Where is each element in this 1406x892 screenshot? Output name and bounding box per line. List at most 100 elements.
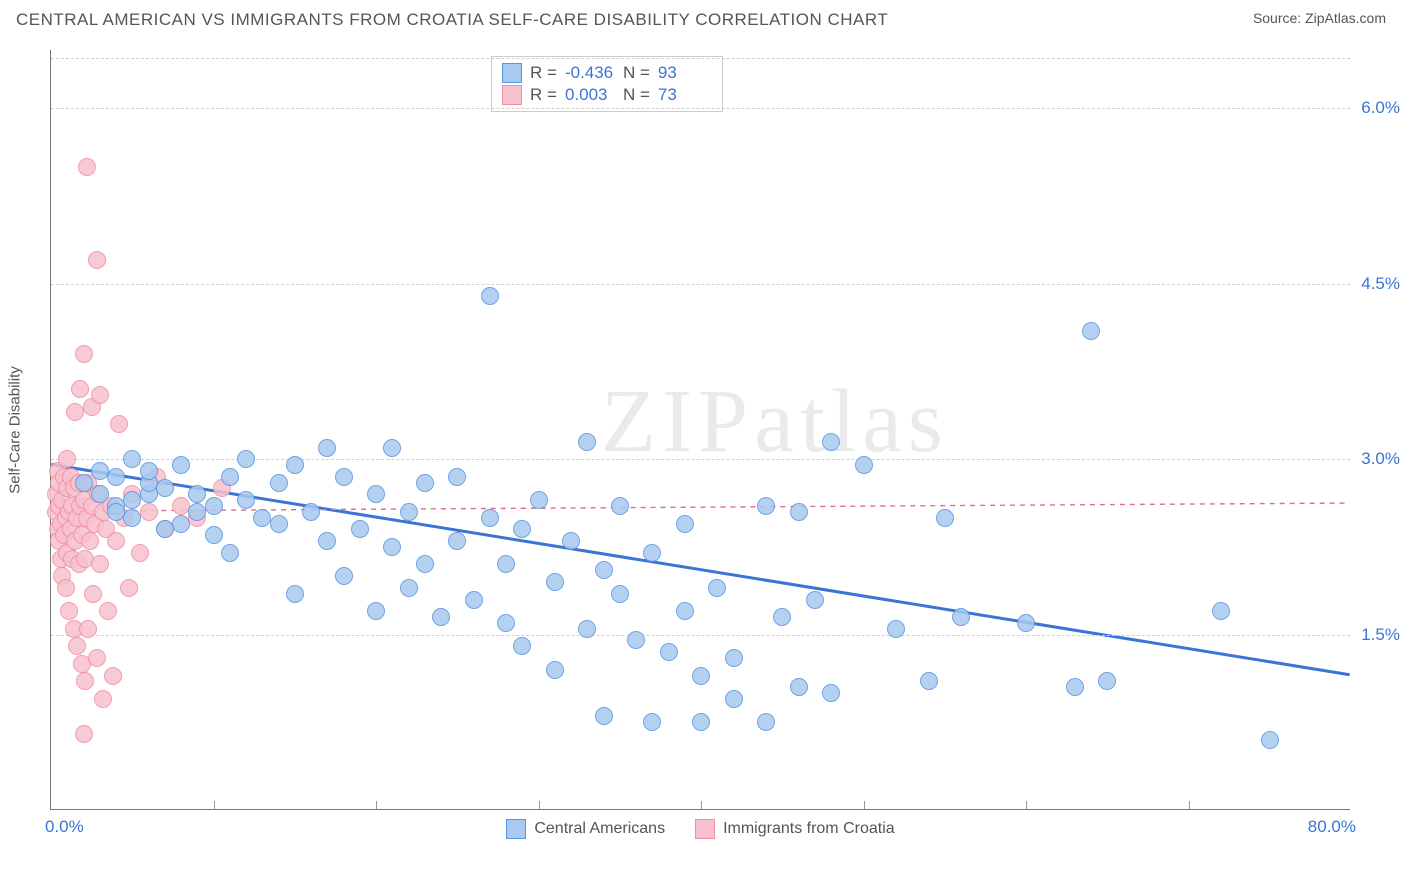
chart-header: CENTRAL AMERICAN VS IMMIGRANTS FROM CROA… xyxy=(0,0,1406,36)
stats-n-value: 73 xyxy=(658,85,708,105)
data-point xyxy=(237,491,255,509)
data-point xyxy=(448,532,466,550)
x-tick-label: 80.0% xyxy=(1308,817,1356,837)
y-tick-label: 1.5% xyxy=(1355,625,1400,645)
stats-r-label: R = xyxy=(530,85,557,105)
data-point xyxy=(120,579,138,597)
legend-label: Immigrants from Croatia xyxy=(723,820,895,838)
x-tick xyxy=(864,801,865,809)
legend-label: Central Americans xyxy=(534,820,665,838)
data-point xyxy=(1098,672,1116,690)
data-point xyxy=(172,515,190,533)
stats-r-value: 0.003 xyxy=(565,85,615,105)
data-point xyxy=(75,474,93,492)
data-point xyxy=(416,474,434,492)
data-point xyxy=(465,591,483,609)
y-tick-label: 4.5% xyxy=(1355,274,1400,294)
data-point xyxy=(270,474,288,492)
data-point xyxy=(481,509,499,527)
data-point xyxy=(335,567,353,585)
data-point xyxy=(757,497,775,515)
data-point xyxy=(123,509,141,527)
data-point xyxy=(99,602,117,620)
data-point xyxy=(302,503,320,521)
data-point xyxy=(205,497,223,515)
data-point xyxy=(107,503,125,521)
data-point xyxy=(221,544,239,562)
data-point xyxy=(595,707,613,725)
legend-item: Central Americans xyxy=(506,819,665,839)
data-point xyxy=(94,690,112,708)
gridline-h xyxy=(51,635,1350,636)
gridline-h xyxy=(51,58,1350,59)
data-point xyxy=(920,672,938,690)
data-point xyxy=(351,520,369,538)
trend-lines xyxy=(51,50,1350,809)
data-point xyxy=(562,532,580,550)
source-prefix: Source: xyxy=(1253,10,1305,26)
data-point xyxy=(692,713,710,731)
source-name: ZipAtlas.com xyxy=(1305,10,1386,26)
data-point xyxy=(1212,602,1230,620)
data-point xyxy=(78,158,96,176)
data-point xyxy=(513,637,531,655)
data-point xyxy=(156,479,174,497)
data-point xyxy=(790,678,808,696)
stats-n-label: N = xyxy=(623,63,650,83)
data-point xyxy=(367,602,385,620)
data-point xyxy=(60,602,78,620)
data-point xyxy=(140,462,158,480)
data-point xyxy=(448,468,466,486)
data-point xyxy=(91,386,109,404)
stats-n-label: N = xyxy=(623,85,650,105)
data-point xyxy=(611,497,629,515)
data-point xyxy=(335,468,353,486)
stats-box: R = -0.436 N = 93R = 0.003 N = 73 xyxy=(491,56,723,112)
data-point xyxy=(75,345,93,363)
data-point xyxy=(676,515,694,533)
data-point xyxy=(936,509,954,527)
x-tick xyxy=(539,801,540,809)
data-point xyxy=(270,515,288,533)
data-point xyxy=(481,287,499,305)
x-tick-label: 0.0% xyxy=(45,817,84,837)
bottom-legend: Central Americans Immigrants from Croatia xyxy=(51,819,1350,839)
stats-n-value: 93 xyxy=(658,63,708,83)
y-tick-label: 3.0% xyxy=(1355,449,1400,469)
data-point xyxy=(57,579,75,597)
data-point xyxy=(676,602,694,620)
data-point xyxy=(1261,731,1279,749)
chart-container: Self-Care Disability ZIPatlas R =-0.436N… xyxy=(50,50,1390,840)
data-point xyxy=(578,433,596,451)
data-point xyxy=(81,532,99,550)
data-point xyxy=(416,555,434,573)
data-point xyxy=(790,503,808,521)
gridline-h xyxy=(51,284,1350,285)
data-point xyxy=(383,538,401,556)
data-point xyxy=(643,713,661,731)
data-point xyxy=(188,485,206,503)
data-point xyxy=(1066,678,1084,696)
data-point xyxy=(773,608,791,626)
data-point xyxy=(1082,322,1100,340)
data-point xyxy=(107,468,125,486)
data-point xyxy=(318,532,336,550)
data-point xyxy=(952,608,970,626)
watermark: ZIPatlas xyxy=(601,370,949,473)
data-point xyxy=(367,485,385,503)
data-point xyxy=(627,631,645,649)
data-point xyxy=(692,667,710,685)
legend-swatch xyxy=(502,63,522,83)
x-tick xyxy=(376,801,377,809)
data-point xyxy=(595,561,613,579)
stats-row: R = 0.003 N = 73 xyxy=(502,85,708,105)
x-tick xyxy=(701,801,702,809)
data-point xyxy=(79,620,97,638)
data-point xyxy=(286,456,304,474)
data-point xyxy=(546,573,564,591)
stats-r-value: -0.436 xyxy=(565,63,615,83)
data-point xyxy=(205,526,223,544)
x-tick xyxy=(214,801,215,809)
data-point xyxy=(497,555,515,573)
data-point xyxy=(855,456,873,474)
